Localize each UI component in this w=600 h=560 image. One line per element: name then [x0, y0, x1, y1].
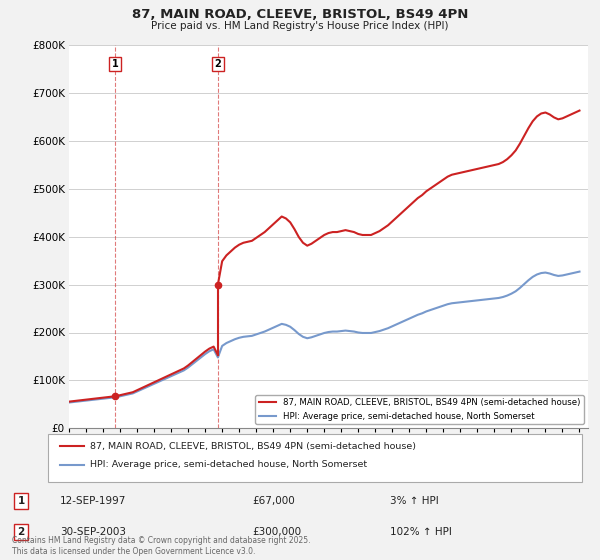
Text: 1: 1 — [112, 59, 118, 69]
Text: 3% ↑ HPI: 3% ↑ HPI — [390, 496, 439, 506]
Text: 1: 1 — [17, 496, 25, 506]
Text: 102% ↑ HPI: 102% ↑ HPI — [390, 527, 452, 537]
Text: 30-SEP-2003: 30-SEP-2003 — [60, 527, 126, 537]
Legend: 87, MAIN ROAD, CLEEVE, BRISTOL, BS49 4PN (semi-detached house), HPI: Average pri: 87, MAIN ROAD, CLEEVE, BRISTOL, BS49 4PN… — [256, 395, 584, 424]
Text: 2: 2 — [215, 59, 221, 69]
Text: £67,000: £67,000 — [252, 496, 295, 506]
Text: HPI: Average price, semi-detached house, North Somerset: HPI: Average price, semi-detached house,… — [90, 460, 367, 469]
Text: Contains HM Land Registry data © Crown copyright and database right 2025.
This d: Contains HM Land Registry data © Crown c… — [12, 536, 311, 556]
Text: 12-SEP-1997: 12-SEP-1997 — [60, 496, 127, 506]
Text: 2: 2 — [17, 527, 25, 537]
Text: £300,000: £300,000 — [252, 527, 301, 537]
Text: Price paid vs. HM Land Registry's House Price Index (HPI): Price paid vs. HM Land Registry's House … — [151, 21, 449, 31]
Text: 87, MAIN ROAD, CLEEVE, BRISTOL, BS49 4PN (semi-detached house): 87, MAIN ROAD, CLEEVE, BRISTOL, BS49 4PN… — [90, 442, 416, 451]
Text: 87, MAIN ROAD, CLEEVE, BRISTOL, BS49 4PN: 87, MAIN ROAD, CLEEVE, BRISTOL, BS49 4PN — [132, 8, 468, 21]
